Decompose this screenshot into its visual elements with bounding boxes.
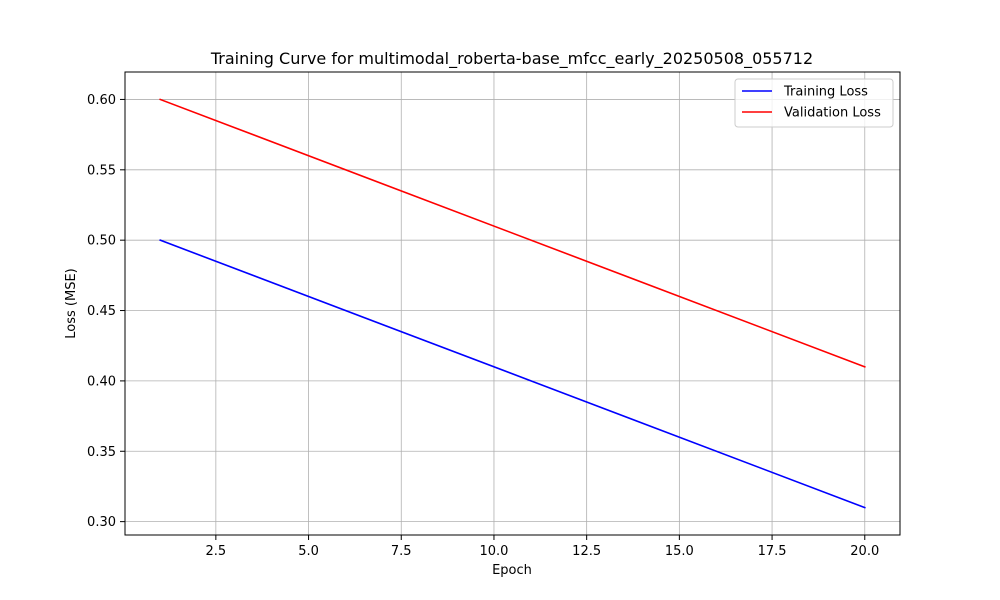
- series-line-training-loss: [159, 239, 866, 509]
- x-tick-label: 7.5: [391, 544, 412, 559]
- x-axis: 2.5 5.0 7.5 10.0 12.5 15.0 17.5 20.0: [206, 535, 879, 559]
- y-tick-label: 0.55: [87, 163, 116, 178]
- x-tick-label: 2.5: [206, 544, 227, 559]
- x-tick-label: 20.0: [850, 544, 879, 559]
- series-line-validation-loss: [159, 98, 866, 368]
- chart-title: Training Curve for multimodal_roberta-ba…: [210, 49, 813, 69]
- legend: Training Loss Validation Loss: [734, 78, 894, 128]
- x-axis-label: Epoch: [492, 563, 532, 578]
- y-axis: 0.30 0.35 0.40 0.45 0.50 0.55 0.60: [87, 93, 125, 530]
- y-tick-label: 0.40: [87, 374, 116, 389]
- x-tick-label: 12.5: [572, 544, 601, 559]
- x-tick-label: 5.0: [298, 544, 319, 559]
- x-tick-label: 17.5: [758, 544, 787, 559]
- y-tick-label: 0.30: [87, 515, 116, 530]
- x-tick-label: 10.0: [479, 544, 508, 559]
- y-tick-label: 0.60: [87, 93, 116, 108]
- legend-label-validation-loss: Validation Loss: [784, 106, 881, 121]
- series-lines: [159, 98, 866, 509]
- legend-box: [734, 78, 894, 128]
- grid: [125, 72, 900, 535]
- x-tick-label: 15.0: [665, 544, 694, 559]
- y-tick-label: 0.45: [87, 304, 116, 319]
- y-tick-label: 0.35: [87, 445, 116, 460]
- y-axis-label: Loss (MSE): [64, 268, 79, 338]
- plot-frame: [124, 71, 901, 536]
- legend-label-training-loss: Training Loss: [783, 85, 868, 100]
- y-tick-label: 0.50: [87, 234, 116, 249]
